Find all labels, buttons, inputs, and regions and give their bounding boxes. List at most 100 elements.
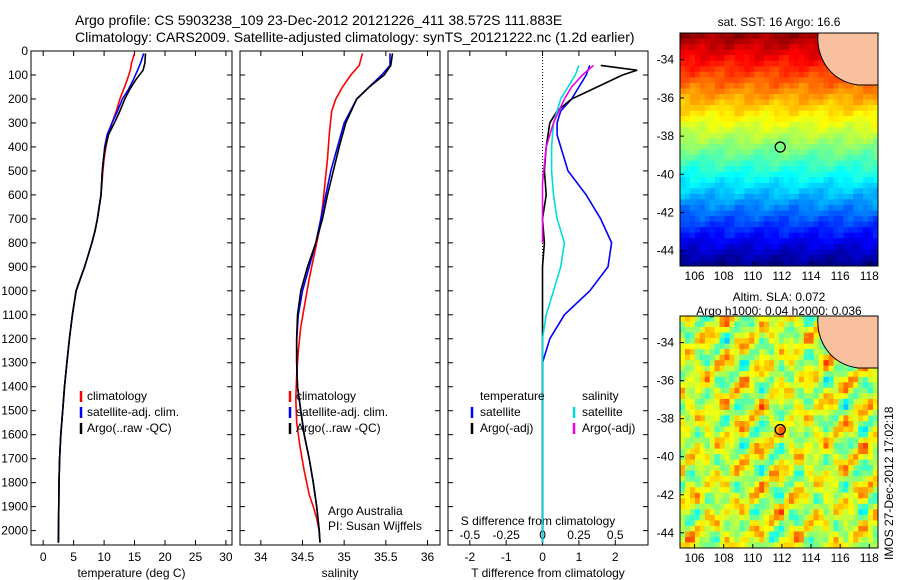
map-cell	[833, 110, 839, 117]
map-cell	[808, 537, 815, 543]
map-cell	[843, 365, 849, 372]
map-cell	[704, 387, 711, 394]
map-cell	[838, 426, 844, 433]
map-cell	[704, 166, 711, 173]
map-cell	[853, 210, 859, 217]
x-axis-label: T difference from climatology	[471, 566, 625, 580]
map-cell	[754, 249, 760, 256]
map-cell	[724, 387, 730, 394]
map-cell	[843, 415, 849, 422]
map-cell	[739, 188, 745, 195]
map-cell	[873, 492, 879, 499]
map-cell	[818, 71, 825, 78]
map-cell	[788, 99, 795, 106]
map-cell	[769, 537, 775, 543]
map-cell	[769, 465, 775, 472]
map-cell	[813, 193, 820, 200]
map-cell	[744, 354, 750, 361]
map-cell	[724, 155, 730, 161]
map-cell	[709, 376, 716, 383]
map-cell	[754, 105, 760, 112]
map-cell	[739, 49, 745, 56]
map-cell	[838, 487, 844, 494]
map-cell	[828, 94, 834, 100]
map-cell	[719, 398, 726, 405]
map-cell	[813, 254, 820, 261]
map-cell	[709, 249, 716, 256]
map-cell	[769, 382, 775, 389]
map-cell	[729, 470, 735, 477]
map-cell	[685, 127, 691, 134]
map-cell	[704, 105, 711, 112]
map-cell	[699, 249, 706, 256]
map-cell	[843, 110, 849, 117]
map-cell	[779, 327, 785, 333]
map-cell	[694, 149, 701, 156]
map-cell	[873, 432, 879, 438]
map-cell	[694, 138, 701, 145]
map-cell	[729, 432, 735, 438]
map-cell	[853, 448, 859, 455]
map-cell	[868, 132, 874, 139]
map-cell	[808, 66, 815, 73]
map-cell	[784, 321, 790, 328]
map-cell	[734, 155, 740, 161]
map-cell	[719, 60, 726, 67]
map-cell	[858, 537, 864, 543]
map-cell	[754, 349, 760, 356]
s-tick-label: 0.25	[567, 528, 591, 542]
map-cell	[798, 82, 805, 89]
map-cell	[685, 470, 691, 477]
map-cell	[818, 60, 825, 67]
map-cell	[759, 249, 765, 256]
map-cell	[774, 66, 780, 73]
map-cell	[843, 432, 849, 438]
map-cell	[680, 492, 686, 499]
map-cell	[779, 199, 785, 206]
map-cell	[873, 199, 879, 206]
map-cell	[749, 476, 755, 483]
map-cell	[828, 465, 834, 472]
map-cell	[784, 470, 790, 477]
map-cell	[739, 116, 745, 123]
map-cell	[853, 149, 859, 156]
map-cell	[798, 349, 805, 356]
map-cell	[680, 393, 686, 400]
map-cell	[754, 110, 760, 117]
map-cell	[744, 437, 750, 444]
map-cell	[749, 49, 755, 56]
map-cell	[709, 88, 716, 95]
map-cell	[788, 82, 795, 89]
map-cell	[774, 365, 780, 372]
map-cell	[764, 60, 770, 67]
map-cell	[685, 99, 691, 106]
map-cell	[848, 82, 854, 89]
map-cell	[833, 127, 839, 134]
map-cell	[828, 243, 834, 250]
map-cell	[788, 182, 795, 189]
map-cell	[808, 249, 815, 256]
map-cell	[764, 382, 770, 389]
map-cell	[788, 382, 795, 389]
map-cell	[709, 476, 716, 483]
map-cell	[714, 465, 721, 472]
series-line-satellite	[541, 65, 580, 543]
map-cell	[759, 77, 765, 84]
map-cell	[848, 132, 854, 139]
map-cell	[769, 71, 775, 78]
map-cell	[843, 459, 849, 466]
map-cell	[793, 332, 800, 339]
map-cell	[714, 421, 721, 427]
map-cell	[759, 398, 765, 405]
map-cell	[838, 243, 844, 250]
map-cell	[868, 238, 874, 245]
map-cell	[754, 354, 760, 361]
map-cell	[764, 338, 770, 345]
map-cell	[680, 503, 686, 510]
map-cell	[724, 116, 730, 123]
y-tick-label: 300	[8, 116, 28, 130]
map-cell	[699, 105, 706, 112]
map-cell	[853, 481, 859, 488]
map-cell	[828, 525, 834, 532]
map-cell	[769, 498, 775, 505]
